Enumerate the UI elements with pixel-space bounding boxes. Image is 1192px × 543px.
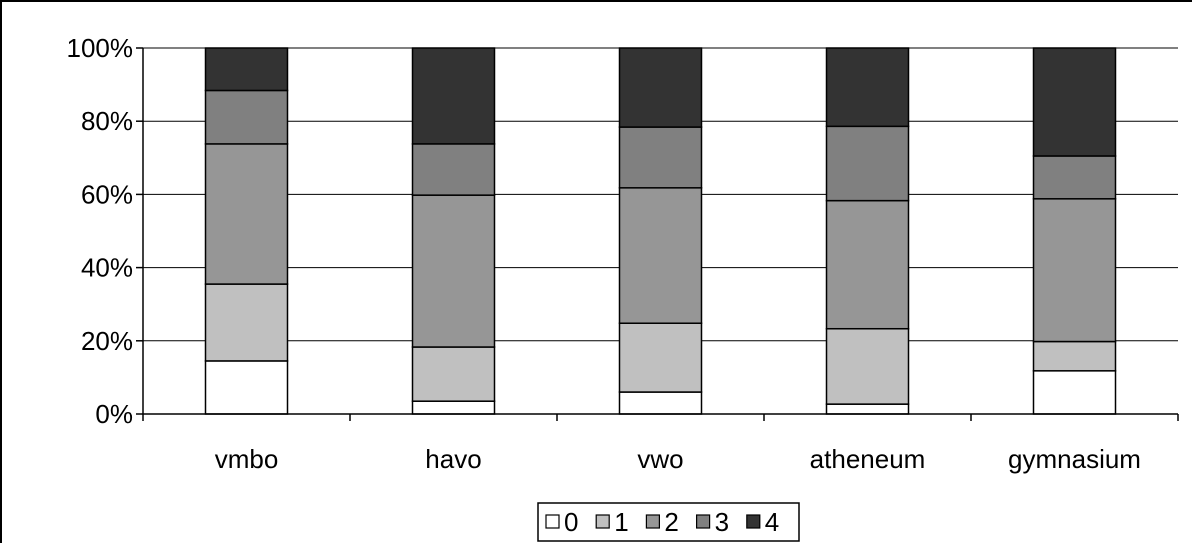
bar-segment-vwo-3 bbox=[618, 126, 703, 189]
bar-segment-vmbo-0 bbox=[204, 360, 289, 415]
legend-swatch-2 bbox=[645, 514, 661, 529]
bar-segment-atheneum-2 bbox=[825, 199, 910, 330]
bar-segment-havo-4 bbox=[411, 47, 496, 145]
bar-segment-atheneum-4 bbox=[825, 47, 910, 128]
bar-segment-gymnasium-4 bbox=[1032, 47, 1117, 157]
bar-segment-atheneum-0 bbox=[825, 403, 910, 415]
bar-segment-havo-3 bbox=[411, 143, 496, 196]
bar-segment-vwo-1 bbox=[618, 322, 703, 393]
bar-segment-gymnasium-0 bbox=[1032, 370, 1117, 415]
bar-segment-vwo-4 bbox=[618, 47, 703, 128]
bar-segment-atheneum-3 bbox=[825, 125, 910, 202]
bar-segment-gymnasium-2 bbox=[1032, 198, 1117, 343]
axes bbox=[136, 47, 1179, 421]
legend-label-4: 4 bbox=[765, 507, 779, 537]
x-tick-label-vwo: vwo bbox=[637, 444, 683, 474]
x-tick-label-havo: havo bbox=[425, 444, 481, 474]
x-tick-label-vmbo: vmbo bbox=[215, 444, 279, 474]
x-tick-label-atheneum: atheneum bbox=[810, 444, 926, 474]
bar-segment-gymnasium-3 bbox=[1032, 155, 1117, 200]
bar-segment-gymnasium-1 bbox=[1032, 340, 1117, 372]
y-tick-label: 100% bbox=[67, 33, 134, 63]
legend-label-3: 3 bbox=[715, 507, 729, 537]
bar-segment-vmbo-1 bbox=[204, 283, 289, 362]
y-tick-label: 0% bbox=[95, 399, 133, 429]
bar-segment-vwo-0 bbox=[618, 391, 703, 415]
bar-segment-vmbo-2 bbox=[204, 143, 289, 285]
bar-segment-vwo-2 bbox=[618, 187, 703, 324]
legend-label-2: 2 bbox=[664, 507, 678, 537]
bars bbox=[204, 47, 1117, 415]
y-tick-label: 80% bbox=[81, 106, 133, 136]
legend-swatch-1 bbox=[595, 514, 610, 529]
legend: 0 1 2 3 4 bbox=[537, 502, 800, 542]
legend-swatch-4 bbox=[746, 514, 761, 529]
y-tick-label: 20% bbox=[81, 326, 133, 356]
legend-swatch-3 bbox=[695, 514, 711, 529]
y-tick-label: 60% bbox=[81, 179, 133, 209]
bar-segment-vmbo-3 bbox=[204, 89, 289, 145]
bar-segment-havo-1 bbox=[411, 346, 496, 402]
legend-label-0: 0 bbox=[564, 507, 578, 537]
y-tick-label: 40% bbox=[81, 253, 133, 283]
bar-segment-atheneum-1 bbox=[825, 327, 910, 405]
y-tick-labels: 0% 20% 40% 60% 80% 100% bbox=[67, 33, 134, 429]
x-tick-label-gymnasium: gymnasium bbox=[1008, 444, 1141, 474]
legend-swatch-0 bbox=[545, 514, 560, 529]
legend-label-1: 1 bbox=[614, 507, 628, 537]
bar-segment-havo-0 bbox=[411, 400, 496, 415]
x-tick-labels: vmbo havo vwo atheneum gymnasium bbox=[215, 444, 1141, 474]
bar-segment-havo-2 bbox=[411, 194, 496, 348]
bar-segment-vmbo-4 bbox=[204, 47, 289, 92]
